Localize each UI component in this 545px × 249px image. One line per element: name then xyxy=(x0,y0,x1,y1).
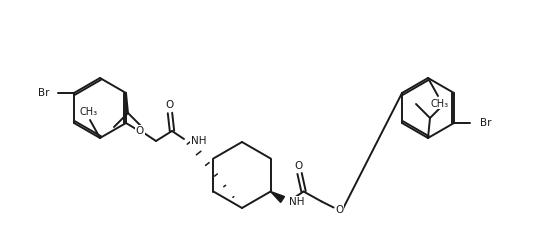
Text: NH: NH xyxy=(289,196,304,206)
Text: CH₃: CH₃ xyxy=(431,99,449,109)
Text: O: O xyxy=(336,204,344,214)
Text: CH₃: CH₃ xyxy=(80,107,98,117)
Text: O: O xyxy=(166,100,174,110)
Polygon shape xyxy=(270,191,284,202)
Text: NH: NH xyxy=(191,136,207,146)
Text: O: O xyxy=(294,161,302,171)
Text: Br: Br xyxy=(38,88,49,98)
Text: O: O xyxy=(136,126,144,136)
Text: Br: Br xyxy=(480,118,492,128)
